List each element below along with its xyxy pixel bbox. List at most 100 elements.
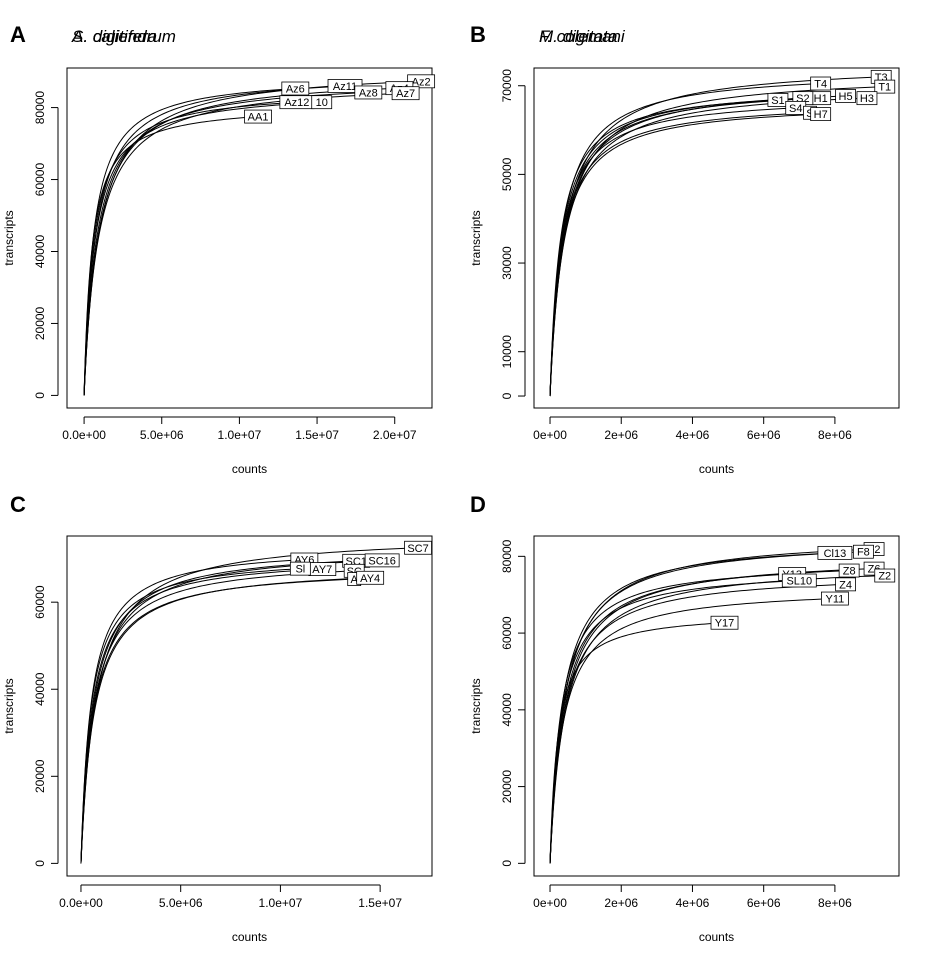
x-axis: 0e+00 2e+06 4e+06 6e+06 8e+06: [533, 416, 852, 442]
y-tick-label: 40000: [33, 234, 47, 268]
y-tick-label: 40000: [500, 693, 514, 727]
series-line-y17: [549, 622, 725, 864]
y-tick-label: 70000: [500, 69, 514, 103]
x-tick-label: 0.0e+00: [62, 428, 106, 442]
x-tick-label: 0.0e+00: [59, 896, 103, 910]
series-label: H5: [839, 91, 853, 103]
series-line-az11: [83, 85, 346, 396]
series-label: A: [351, 574, 359, 586]
series-label: Az12: [284, 97, 309, 109]
y-tick-label: 0: [500, 392, 514, 399]
y-tick-label: 20000: [33, 759, 47, 793]
series-label: H3: [860, 93, 874, 105]
series-label-box: [364, 553, 400, 568]
y-axis: 0 20000 40000 60000 80000: [33, 91, 59, 399]
series-line-az4: [83, 87, 400, 396]
series-label: S: [806, 108, 813, 120]
series-label: Z8: [843, 566, 856, 578]
series-label: Az11: [333, 81, 357, 93]
series-line-sl10: [549, 580, 800, 864]
panel-b: B M. digitata 0e+00 2e+06 4e+06 6e+06 8e+06 cou…: [469, 22, 900, 476]
series-label-box: [835, 577, 856, 592]
series-line-az6: [83, 88, 296, 396]
x-tick-label: 8e+06: [818, 428, 852, 442]
series-label: H1: [814, 93, 828, 105]
x-tick-label: 4e+06: [676, 896, 710, 910]
y-axis-label: transcripts: [2, 678, 16, 733]
y-tick-label: 80000: [500, 539, 514, 573]
series-label-box: [281, 81, 310, 96]
series-label-box: [835, 89, 856, 103]
series-line-cl13: [549, 552, 835, 864]
series-label: Az2: [412, 76, 431, 88]
x-axis-label: counts: [699, 930, 734, 944]
series-label: Az6: [286, 84, 305, 96]
series-line-y11: [549, 598, 835, 864]
series-line-ay7: [80, 568, 323, 864]
series-line-z6: [549, 568, 875, 864]
plot-frame: [533, 67, 900, 409]
x-tick-label: 1.5e+07: [295, 428, 339, 442]
panel-c: C S. caliendrum 0.0e+00 5.0e+06 1.0e+07 1.5e+…: [2, 27, 433, 944]
series-line-az7: [83, 92, 406, 396]
series-label-box: [852, 544, 874, 559]
series-label-box: [244, 109, 272, 124]
series-label: S4: [789, 103, 802, 115]
series-label-box: [356, 570, 385, 585]
series-label: Y11: [826, 594, 845, 606]
series-line-h7: [549, 113, 821, 397]
series-line-az12: [83, 101, 297, 396]
series-line-aa1: [83, 116, 259, 396]
series-line-sl: [80, 568, 301, 864]
series-line-y13: [549, 573, 793, 864]
series-label: T4: [814, 79, 827, 91]
panel-letter: C: [10, 492, 26, 517]
series-line-h5: [549, 95, 846, 397]
series-label-box: [856, 91, 878, 106]
x-tick-label: 1.0e+07: [259, 896, 303, 910]
series-label-box: [311, 95, 333, 110]
series-line-t3: [549, 76, 882, 397]
x-axis-label: counts: [232, 462, 267, 476]
curves: [549, 76, 885, 397]
series-label: S1: [771, 95, 784, 107]
series-label-box: [874, 79, 896, 94]
panel-title: M. digitata: [539, 27, 617, 46]
series-label-box: [404, 540, 432, 555]
x-axis: 0.0e+00 5.0e+06 1.0e+07 1.5e+07 2.0e+07: [62, 416, 417, 442]
x-axis-label: counts: [699, 462, 734, 476]
panel-letter: B: [470, 22, 486, 47]
x-tick-label: 1.5e+07: [358, 896, 402, 910]
plot-frame: [533, 535, 900, 877]
y-tick-label: 20000: [33, 306, 47, 340]
series-label: SC7: [407, 543, 428, 555]
series-line-sc16: [80, 559, 383, 864]
series-label: AY4: [360, 573, 380, 585]
series-line-ay4: [80, 577, 371, 864]
curves: [83, 80, 422, 396]
x-tick-label: 2e+06: [604, 428, 638, 442]
panel-title: A. digitifera: [71, 27, 157, 46]
x-tick-label: 6e+06: [747, 428, 781, 442]
curves: [549, 548, 885, 864]
panel-letter: D: [470, 492, 486, 517]
series-label: Sl: [295, 564, 305, 576]
y-tick-label: 20000: [500, 770, 514, 804]
x-tick-label: 5.0e+06: [140, 428, 184, 442]
series-label-box: [821, 591, 849, 606]
x-axis-label: counts: [232, 930, 267, 944]
curve-labels: F2F8Cl13Z6Z2Z8Y13SL10Z4Y11Y17: [710, 542, 896, 630]
y-tick-label: 0: [500, 860, 514, 867]
y-tick-label: 50000: [500, 157, 514, 191]
x-tick-label: 1.0e+07: [218, 428, 262, 442]
series-label-box: [354, 85, 383, 100]
panel-title: F. colemani: [539, 27, 626, 46]
y-axis: 0 20000 40000 60000 80000: [500, 539, 526, 867]
panel-letter: A: [10, 22, 26, 47]
x-axis: 0e+00 2e+06 4e+06 6e+06 8e+06: [533, 884, 852, 910]
x-tick-label: 0e+00: [533, 896, 567, 910]
series-label-box: [710, 615, 739, 630]
